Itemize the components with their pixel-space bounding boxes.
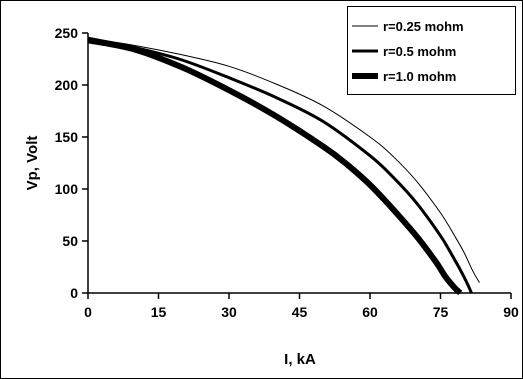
x-tick-label: 0 [84,304,92,320]
y-axis-label: Vp, Volt [24,136,41,191]
ticks: 0 15 30 45 60 75 90 0 50 100 150 200 250 [55,25,519,320]
x-tick-label: 45 [292,304,308,320]
legend: r=0.25 mohm r=0.5 mohm r=1.0 mohm [347,6,516,95]
legend-label-1: r=0.25 mohm [383,19,464,34]
x-tick-label: 75 [433,304,449,320]
series-r-1-0-line [87,37,463,296]
y-tick-label: 100 [55,181,79,197]
y-tick-label: 250 [55,25,79,41]
legend-label-3: r=1.0 mohm [383,69,456,84]
x-tick-label: 30 [221,304,237,320]
y-tick-label: 200 [55,77,79,93]
y-tick-label: 150 [55,129,79,145]
x-tick-label: 90 [503,304,519,320]
y-tick-label: 0 [70,285,78,301]
series-lines [87,36,480,296]
x-tick-label: 60 [362,304,378,320]
y-tick-label: 50 [62,233,78,249]
series-r-0-5-line [87,36,473,294]
series-r-0-25-line [87,37,480,283]
legend-label-2: r=0.5 mohm [383,44,456,59]
x-tick-label: 15 [151,304,167,320]
x-axis-label: I, kA [284,351,316,368]
